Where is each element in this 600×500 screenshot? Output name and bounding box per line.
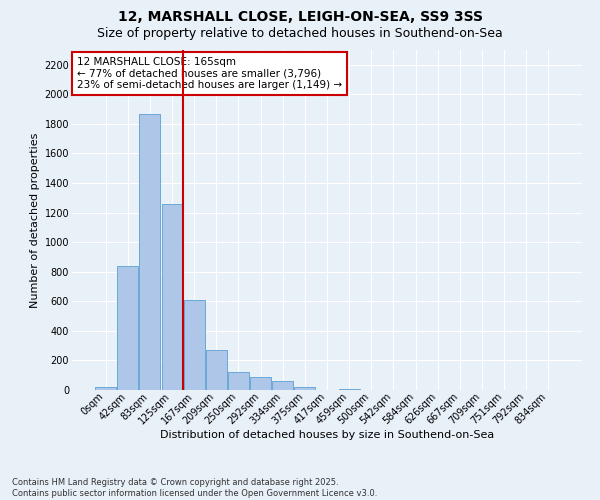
Bar xyxy=(228,372,249,390)
Bar xyxy=(184,300,205,390)
Bar xyxy=(118,266,139,390)
Bar xyxy=(206,350,227,390)
Text: 12, MARSHALL CLOSE, LEIGH-ON-SEA, SS9 3SS: 12, MARSHALL CLOSE, LEIGH-ON-SEA, SS9 3S… xyxy=(118,10,482,24)
Y-axis label: Number of detached properties: Number of detached properties xyxy=(31,132,40,308)
Bar xyxy=(250,376,271,390)
Bar xyxy=(272,381,293,390)
Bar xyxy=(338,388,359,390)
Bar xyxy=(139,114,160,390)
Bar xyxy=(95,387,116,390)
Text: 12 MARSHALL CLOSE: 165sqm
← 77% of detached houses are smaller (3,796)
23% of se: 12 MARSHALL CLOSE: 165sqm ← 77% of detac… xyxy=(77,57,342,90)
X-axis label: Distribution of detached houses by size in Southend-on-Sea: Distribution of detached houses by size … xyxy=(160,430,494,440)
Text: Contains HM Land Registry data © Crown copyright and database right 2025.
Contai: Contains HM Land Registry data © Crown c… xyxy=(12,478,377,498)
Bar xyxy=(161,204,182,390)
Bar xyxy=(295,387,316,390)
Text: Size of property relative to detached houses in Southend-on-Sea: Size of property relative to detached ho… xyxy=(97,28,503,40)
